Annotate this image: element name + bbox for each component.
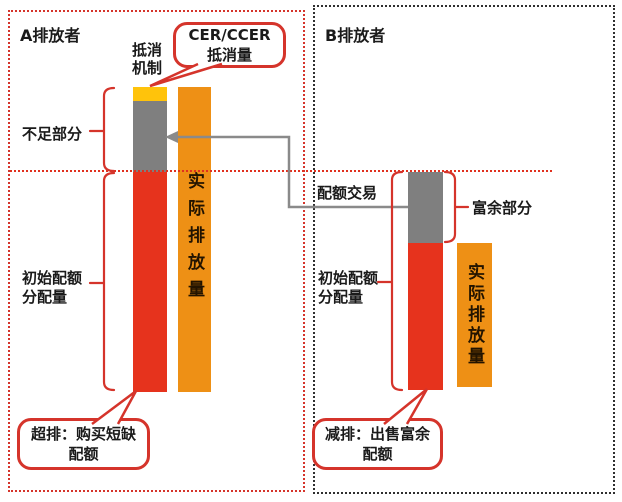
- bar-a-actual-emissions-label: 实际排放量: [184, 172, 204, 307]
- surplus-label: 富余部分: [472, 199, 533, 217]
- bar-b-surplus-segment: [408, 172, 443, 243]
- panel-b-title: B排放者: [325, 26, 386, 45]
- allowance-trading-label: 配额交易: [317, 184, 378, 202]
- panel-a-title: A排放者: [20, 26, 81, 45]
- bar-b-actual-emissions: 实际排放量: [457, 243, 492, 387]
- bar-a-actual-emissions: 实际排放量: [178, 87, 211, 392]
- b-initial-allocation-label: 初始配额 分配量: [318, 269, 379, 306]
- panel-a-border: [8, 10, 305, 492]
- shortage-label: 不足部分: [22, 125, 83, 143]
- cer-callout-bubble: CER/CCER 抵消量: [173, 22, 286, 68]
- reduction-callout-label: 减排：出售富余 配额: [324, 425, 430, 463]
- overshoot-callout-label: 超排：购买短缺 配额: [30, 425, 136, 463]
- reduction-callout-bubble: 减排：出售富余 配额: [312, 418, 443, 470]
- bar-a-allocation-segment: [133, 172, 167, 392]
- bar-b-allocation-segment: [408, 243, 443, 390]
- bar-a-offset-segment: [133, 87, 167, 101]
- bar-a-shortage-segment: [133, 101, 167, 172]
- overshoot-callout-bubble: 超排：购买短缺 配额: [17, 418, 150, 470]
- cer-callout-label: CER/CCER 抵消量: [188, 26, 271, 64]
- bar-b-actual-emissions-label: 实际排放量: [464, 262, 484, 368]
- a-initial-allocation-label: 初始配额 分配量: [22, 269, 83, 306]
- bar-b-composite: [408, 172, 443, 390]
- panel-b-border: [313, 5, 615, 494]
- offset-mechanism-label: 抵消 机制: [131, 41, 162, 77]
- allocation-cap-line: [10, 170, 552, 172]
- bar-a-composite: [133, 87, 167, 392]
